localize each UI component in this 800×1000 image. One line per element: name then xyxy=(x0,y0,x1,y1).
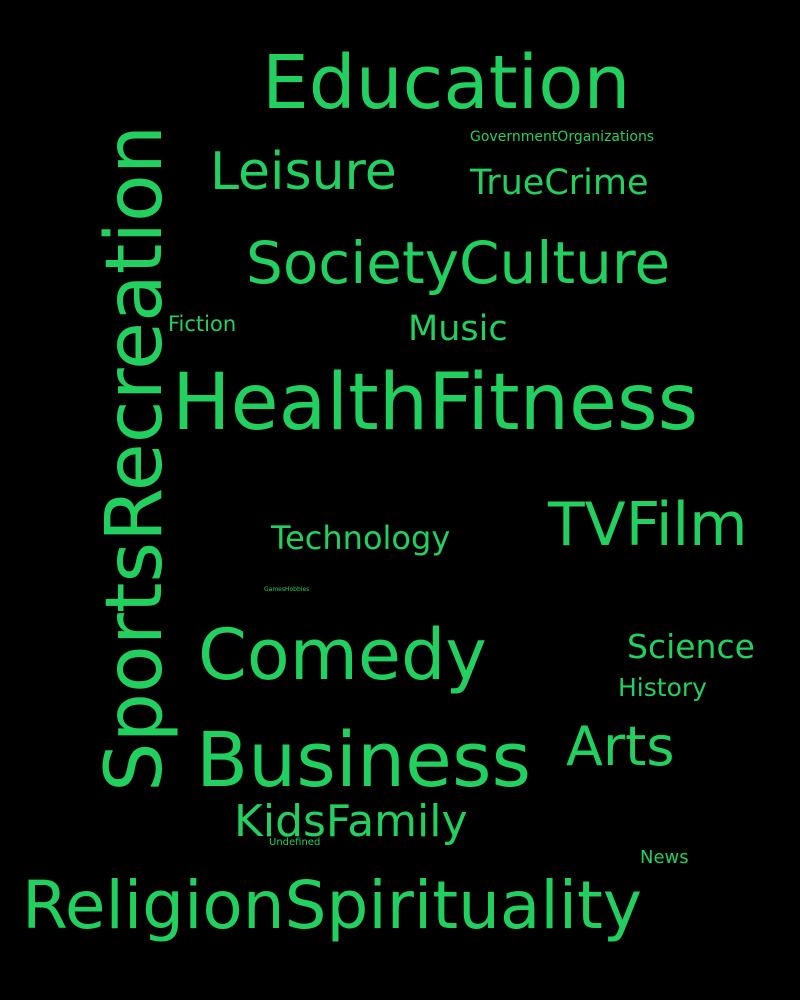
word-arts: Arts xyxy=(566,715,675,778)
word-kids-family: KidsFamily xyxy=(234,796,468,847)
word-religion-spirituality: ReligionSpirituality xyxy=(22,867,642,944)
word-society-culture: SocietyCulture xyxy=(246,229,671,297)
word-music: Music xyxy=(408,309,508,349)
word-comedy: Comedy xyxy=(198,614,487,696)
word-sports-recreation: SportsRecreation xyxy=(90,124,180,792)
word-fiction: Fiction xyxy=(168,312,237,336)
word-technology: Technology xyxy=(271,519,451,557)
word-true-crime: TrueCrime xyxy=(470,163,649,203)
word-health-fitness: HealthFitness xyxy=(172,358,699,448)
word-science: Science xyxy=(627,627,755,666)
word-leisure: Leisure xyxy=(210,142,397,202)
word-government-organizations: GovernmentOrganizations xyxy=(470,129,655,145)
word-undefined: Undefined xyxy=(269,837,321,848)
word-history: History xyxy=(618,673,707,702)
word-games-hobbies: GamesHobbies xyxy=(264,586,310,593)
word-tv-film: TVFilm xyxy=(548,490,748,560)
word-business: Business xyxy=(196,715,532,804)
word-news: News xyxy=(640,847,689,868)
word-education: Education xyxy=(262,40,631,126)
